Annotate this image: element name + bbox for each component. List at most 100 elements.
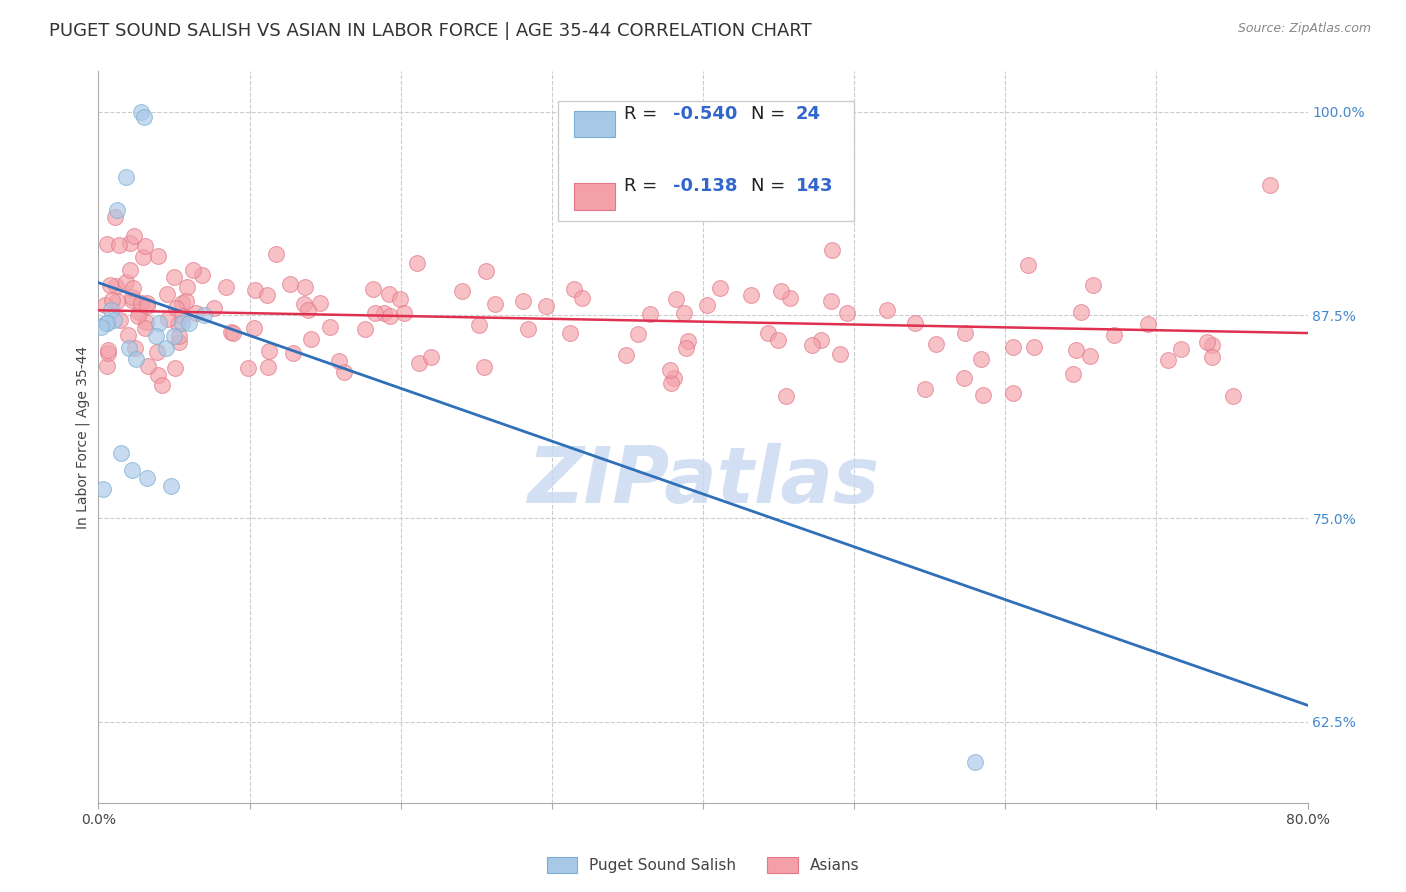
Point (219, 325, 242, 339)
Point (127, 309, 149, 323)
Point (484, 296, 506, 310)
Point (378, 286, 401, 301)
Point (96, 359, 118, 374)
Point (118, 341, 141, 355)
Text: -0.138: -0.138 (673, 178, 737, 195)
Point (221, 326, 243, 340)
Point (361, 282, 384, 296)
Point (516, 322, 538, 336)
Point (170, 316, 193, 330)
Point (135, 471, 157, 485)
Point (1201, 337, 1223, 351)
Point (294, 280, 316, 294)
Point (108, 238, 131, 252)
Point (236, 361, 259, 376)
Text: R =: R = (624, 178, 664, 195)
Point (614, 348, 637, 362)
Point (965, 755, 987, 769)
Point (167, 318, 190, 332)
Point (1017, 258, 1039, 272)
Point (1001, 386, 1024, 401)
Point (821, 243, 844, 257)
Point (779, 291, 801, 305)
Point (163, 270, 186, 285)
Point (128, 305, 150, 319)
Point (104, 279, 127, 293)
Point (800, 337, 823, 351)
Point (405, 256, 427, 270)
Point (673, 306, 696, 320)
Point (105, 293, 128, 308)
Point (328, 353, 350, 368)
Point (756, 326, 779, 341)
Point (1002, 340, 1025, 354)
Point (134, 321, 156, 335)
Point (562, 282, 585, 296)
Point (146, 368, 169, 383)
Point (925, 336, 948, 351)
Point (129, 105, 152, 120)
Point (146, 249, 169, 263)
Point (100, 303, 122, 318)
Point (94, 316, 117, 330)
Point (1157, 352, 1180, 367)
Point (215, 280, 238, 294)
Point (408, 356, 430, 370)
Text: Source: ZipAtlas.com: Source: ZipAtlas.com (1237, 22, 1371, 36)
Point (176, 279, 198, 293)
Point (167, 329, 190, 343)
Point (474, 263, 496, 277)
Point (243, 320, 266, 334)
Point (1137, 317, 1160, 331)
Point (914, 382, 936, 396)
Point (1170, 342, 1192, 356)
Text: -0.540: -0.540 (673, 104, 737, 123)
Point (1078, 350, 1101, 364)
Point (96, 316, 118, 330)
Point (105, 202, 128, 217)
Point (103, 313, 125, 327)
Point (156, 311, 179, 326)
Text: 24: 24 (796, 104, 821, 123)
Point (775, 389, 797, 403)
Point (1022, 340, 1045, 354)
Point (256, 288, 278, 302)
Point (97, 343, 120, 357)
Point (766, 333, 789, 347)
Point (179, 316, 201, 330)
Point (94, 297, 117, 311)
Point (627, 326, 650, 341)
Y-axis label: In Labor Force | Age 35-44: In Labor Force | Age 35-44 (76, 345, 90, 529)
Point (420, 350, 443, 364)
Point (90, 319, 112, 334)
Point (1195, 335, 1218, 350)
Point (1201, 350, 1223, 364)
Point (332, 365, 354, 379)
Point (114, 169, 136, 184)
Point (97, 345, 120, 359)
FancyBboxPatch shape (574, 111, 614, 137)
Point (1258, 178, 1281, 193)
Point (675, 341, 697, 355)
Point (146, 344, 169, 359)
Point (837, 305, 859, 319)
Point (828, 347, 851, 361)
Point (770, 285, 793, 299)
Point (136, 300, 159, 314)
Point (309, 296, 332, 310)
Point (740, 288, 762, 302)
Point (1102, 327, 1125, 342)
Point (474, 360, 496, 375)
Point (676, 334, 699, 349)
Point (145, 329, 167, 343)
Point (104, 210, 127, 224)
Point (292, 297, 315, 311)
Point (696, 298, 718, 312)
Point (191, 268, 214, 283)
Point (135, 315, 157, 329)
Point (1222, 389, 1244, 403)
Text: N =: N = (751, 178, 792, 195)
Point (108, 313, 131, 327)
FancyBboxPatch shape (558, 101, 855, 221)
Point (124, 341, 146, 355)
